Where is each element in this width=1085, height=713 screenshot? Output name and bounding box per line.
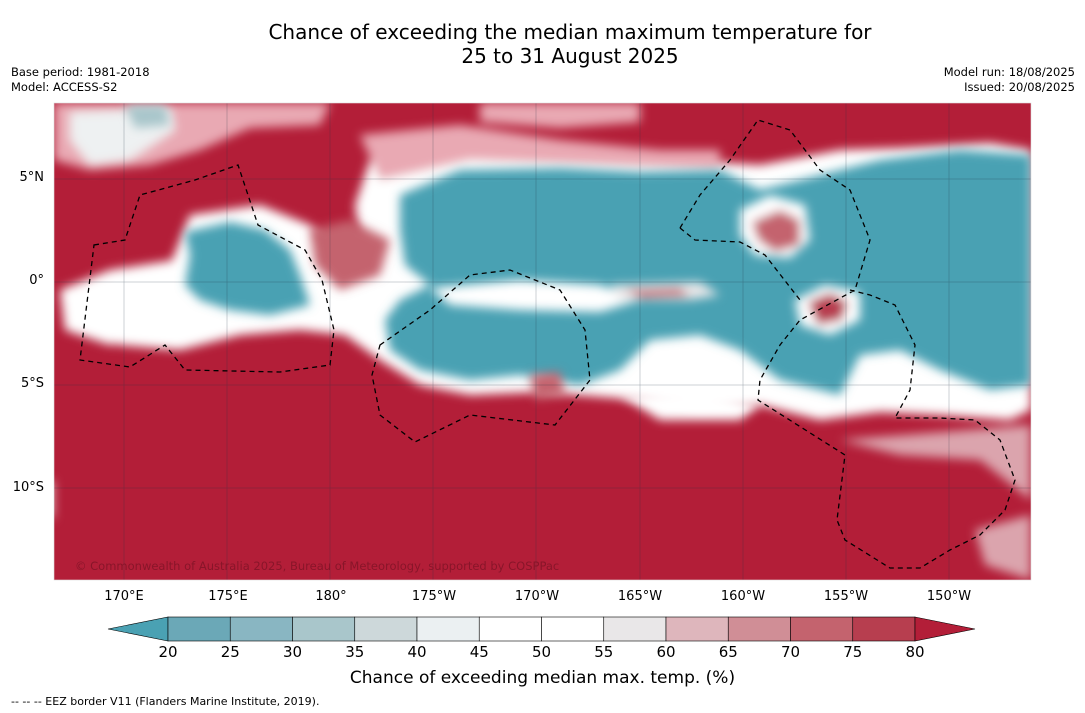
base-period: Base period: 1981-2018 [11, 65, 150, 79]
eez-footnote: -- -- -- EEZ border V11 (Flanders Marine… [11, 695, 320, 708]
lon-label-150w: 150°W [926, 589, 972, 604]
colorbar-tick-label: 35 [345, 643, 365, 661]
colorbar-bin [541, 616, 605, 642]
lon-label-175w: 175°W [411, 589, 457, 604]
lat-label-0: 0° [29, 273, 44, 288]
lat-label-10s: 10°S [12, 480, 44, 495]
colorbar-bin [354, 616, 418, 642]
colorbar-tick-label: 50 [531, 643, 552, 661]
colorbar-tick-label: 65 [718, 643, 738, 661]
colorbar-over-extension [914, 616, 976, 642]
model-name: Model: ACCESS-S2 [11, 80, 118, 94]
colorbar-bin [790, 616, 854, 642]
meta-right: Model run: 18/08/2025 Issued: 20/08/2025 [944, 65, 1075, 95]
map-frame [53, 102, 1032, 581]
lon-label-155w: 155°W [823, 589, 869, 604]
colorbar-bin [292, 616, 356, 642]
lon-label-160w: 160°W [720, 589, 766, 604]
lat-label-5s: 5°S [20, 376, 44, 391]
title-line-1: Chance of exceeding the median maximum t… [268, 20, 872, 44]
colorbar-tick-label: 75 [843, 643, 863, 661]
probability-field: © Commonwealth of Australia 2025, Bureau… [54, 103, 1031, 580]
colorbar-tick-label: 55 [594, 643, 614, 661]
lon-label-170w: 170°W [514, 589, 560, 604]
colorbar-tick-label: 70 [780, 643, 801, 661]
colorbar [107, 616, 976, 642]
colorbar-bin [167, 616, 231, 642]
lon-label-175e: 175°E [208, 589, 248, 604]
chart-title: Chance of exceeding the median maximum t… [0, 20, 1085, 68]
colorbar-tick-label: 40 [407, 643, 427, 661]
interior-features [310, 195, 860, 420]
graticule [54, 103, 1031, 580]
issued-date: Issued: 20/08/2025 [964, 80, 1075, 94]
colorbar-bin [416, 616, 480, 642]
lat-label-5n: 5°N [19, 170, 45, 185]
colorbar-bin [852, 616, 916, 642]
meta-left: Base period: 1981-2018 Model: ACCESS-S2 [11, 65, 150, 95]
colorbar-under-extension [107, 616, 169, 642]
copyright-notice: © Commonwealth of Australia 2025, Bureau… [75, 559, 559, 573]
eez-line-islands-north [679, 119, 1016, 569]
colorbar-tick-label: 45 [469, 643, 489, 661]
lon-label-180: 180° [315, 589, 347, 604]
title-line-2: 25 to 31 August 2025 [461, 44, 679, 68]
colorbar-label: Chance of exceeding median max. temp. (%… [349, 668, 736, 688]
colorbar-bin [665, 616, 729, 642]
colorbar-tick-label: 60 [656, 643, 676, 661]
lon-label-165w: 165°W [617, 589, 663, 604]
eez-borders [79, 119, 1016, 569]
colorbar-tick-label: 20 [158, 643, 178, 661]
colorbar-tick-label: 30 [282, 643, 303, 661]
colorbar-tick-label: 80 [905, 643, 925, 661]
colorbar-bin [478, 616, 542, 642]
colorbar-tick-label: 25 [220, 643, 240, 661]
eez-phoenix-islands [371, 269, 591, 443]
colorbar-bin [229, 616, 293, 642]
lon-label-170e: 170°E [104, 589, 144, 604]
below-median-zones [125, 105, 1031, 395]
colorbar-bin [727, 616, 791, 642]
colorbar-bin [603, 616, 667, 642]
model-run: Model run: 18/08/2025 [943, 65, 1075, 79]
eez-line-islands-inner [679, 227, 801, 301]
